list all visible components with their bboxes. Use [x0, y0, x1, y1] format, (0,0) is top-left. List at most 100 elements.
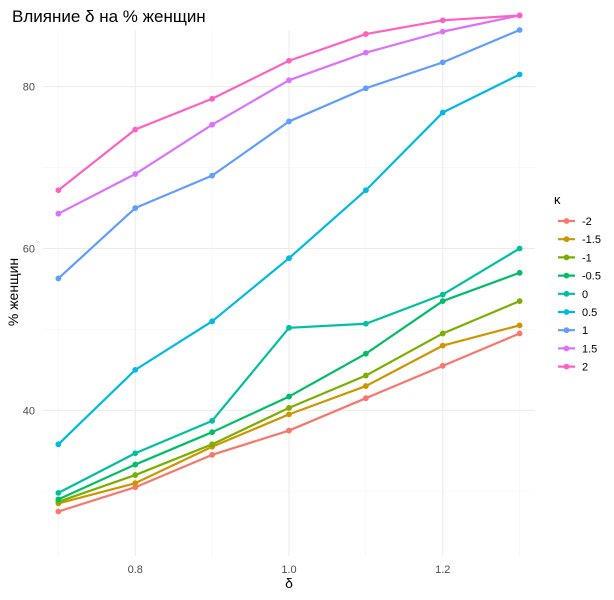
legend-item: 1 — [558, 325, 588, 337]
data-point — [209, 121, 216, 128]
data-point — [362, 49, 369, 56]
data-point — [132, 472, 139, 478]
legend-label: -1 — [582, 252, 592, 264]
series-layer — [55, 12, 523, 515]
legend-items: -2 -1.5 -1 -0.5 0 0.5 1 1.5 2 — [558, 216, 601, 374]
y-tick-label: 60 — [23, 243, 35, 255]
legend-item: 0.5 — [558, 307, 597, 319]
data-point — [209, 95, 216, 102]
data-point — [439, 362, 446, 369]
chart-title: Влияние δ на % женщин — [12, 7, 206, 26]
data-point — [362, 85, 369, 92]
x-tick-label: 1.2 — [435, 564, 450, 576]
legend-label: 0 — [582, 289, 588, 301]
data-point — [516, 245, 523, 252]
data-point — [286, 77, 292, 84]
data-point — [55, 187, 62, 194]
series--0.5 — [55, 269, 523, 503]
data-point — [286, 405, 292, 411]
data-point — [286, 118, 292, 125]
x-tick-label: 1.0 — [281, 564, 296, 576]
legend-item: 0 — [558, 289, 588, 301]
series-0.5 — [55, 71, 523, 448]
legend-key-point — [563, 272, 570, 279]
series--1.5 — [55, 322, 523, 507]
data-point — [439, 291, 446, 298]
data-point — [55, 441, 62, 448]
legend-label: -1.5 — [582, 234, 601, 246]
legend: κ -2 -1.5 -1 -0.5 0 0.5 1 1.5 2 — [554, 192, 601, 374]
data-point — [286, 57, 292, 64]
legend-item: -1.5 — [558, 234, 601, 246]
data-point — [439, 298, 446, 304]
legend-item: 2 — [558, 362, 588, 374]
legend-key-point — [563, 345, 570, 352]
data-point — [516, 71, 523, 78]
data-point — [516, 298, 523, 304]
data-point — [362, 187, 369, 194]
data-point — [362, 383, 369, 389]
data-point — [132, 450, 139, 457]
data-point — [439, 330, 446, 337]
x-axis-title: δ — [285, 575, 293, 591]
legend-item: -0.5 — [558, 271, 601, 283]
legend-label: 1 — [582, 325, 588, 337]
y-tick-label: 40 — [23, 405, 35, 417]
legend-label: 0.5 — [582, 307, 597, 319]
data-point — [209, 451, 216, 458]
data-point — [516, 27, 523, 33]
data-point — [209, 318, 216, 325]
data-point — [132, 461, 139, 468]
data-point — [209, 172, 216, 179]
legend-label: -2 — [582, 216, 592, 228]
data-point — [362, 320, 369, 327]
data-point — [516, 330, 523, 337]
data-point — [439, 59, 446, 66]
series-2 — [55, 12, 523, 194]
data-point — [132, 366, 139, 373]
legend-key-point — [563, 309, 570, 315]
data-point — [286, 393, 292, 400]
legend-item: 1.5 — [558, 343, 597, 355]
data-point — [439, 342, 446, 349]
data-point — [286, 255, 292, 262]
legend-label: -0.5 — [582, 271, 601, 283]
data-point — [132, 126, 139, 133]
data-point — [55, 275, 62, 282]
legend-item: -1 — [558, 252, 592, 264]
data-point — [55, 489, 62, 496]
legend-key-point — [563, 363, 570, 370]
legend-key-point — [563, 218, 570, 224]
series-0 — [55, 245, 523, 496]
legend-label: 2 — [582, 362, 588, 374]
legend-key-point — [563, 290, 570, 297]
legend-title: κ — [554, 192, 561, 207]
legend-item: -2 — [558, 216, 592, 228]
data-point — [209, 417, 216, 424]
data-point — [55, 496, 62, 503]
data-point — [132, 484, 139, 491]
x-axis-ticks: 0.8 1.0 1.2 — [128, 564, 451, 576]
data-point — [55, 508, 62, 515]
data-point — [209, 441, 216, 448]
data-point — [362, 350, 369, 357]
data-point — [439, 109, 446, 116]
data-point — [362, 395, 369, 402]
data-point — [516, 322, 523, 329]
data-point — [132, 171, 139, 177]
y-axis-ticks: 40 60 80 — [23, 82, 35, 418]
data-point — [286, 427, 292, 434]
series--2 — [55, 330, 523, 515]
y-axis-title: % женщин — [5, 258, 21, 326]
legend-label: 1.5 — [582, 343, 597, 355]
data-point — [132, 480, 139, 487]
x-tick-label: 0.8 — [128, 564, 143, 576]
data-point — [286, 324, 292, 331]
y-tick-label: 80 — [23, 82, 35, 94]
data-point — [362, 372, 369, 379]
legend-key-point — [563, 327, 570, 334]
legend-key-point — [563, 236, 570, 243]
data-point — [55, 210, 62, 217]
series-1 — [55, 27, 523, 282]
